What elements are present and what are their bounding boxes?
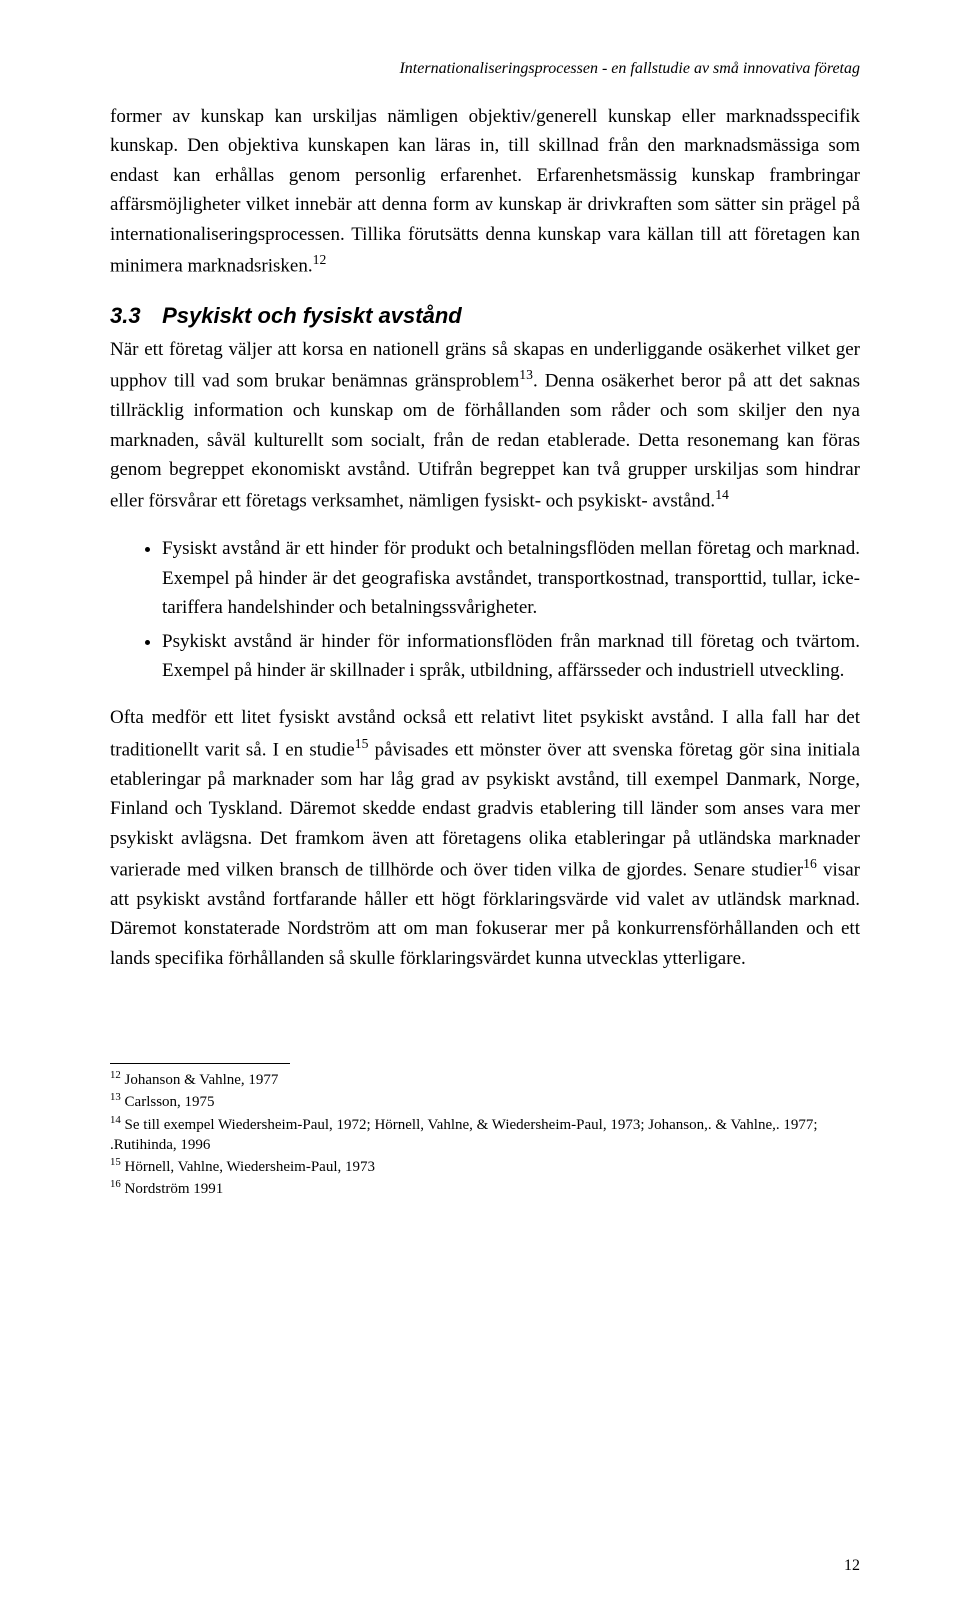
running-header: Internationaliseringsprocessen - en fall… xyxy=(110,60,860,78)
section-title: Psykiskt och fysiskt avstånd xyxy=(162,303,462,328)
section-heading: 3.3 Psykiskt och fysiskt avstånd xyxy=(110,303,860,329)
page: Internationaliseringsprocessen - en fall… xyxy=(0,0,960,1613)
paragraph-3b: påvisades ett mönster över att svenska f… xyxy=(110,739,860,880)
footnote-ref-13: 13 xyxy=(519,367,533,382)
bullet-list: Fysiskt avstånd är ett hinder för produk… xyxy=(110,534,860,685)
footnote-num: 16 xyxy=(110,1178,121,1190)
paragraph-3: Ofta medför ett litet fysiskt avstånd oc… xyxy=(110,703,860,973)
paragraph-1: former av kunskap kan urskiljas nämligen… xyxy=(110,102,860,281)
footnote-ref-14: 14 xyxy=(715,487,729,502)
footnote-text: Carlsson, 1975 xyxy=(121,1094,215,1110)
footnote: 16 Nordström 1991 xyxy=(110,1177,860,1199)
footnote: 12 Johanson & Vahlne, 1977 xyxy=(110,1068,860,1090)
list-item: Fysiskt avstånd är ett hinder för produk… xyxy=(162,534,860,622)
footnote-text: Se till exempel Wiedersheim-Paul, 1972; … xyxy=(110,1117,818,1153)
footnote-num: 13 xyxy=(110,1091,121,1103)
footnote: 15 Hörnell, Vahlne, Wiedersheim-Paul, 19… xyxy=(110,1155,860,1177)
paragraph-1-text: former av kunskap kan urskiljas nämligen… xyxy=(110,106,860,277)
footnote-text: Johanson & Vahlne, 1977 xyxy=(121,1072,279,1088)
list-item: Psykiskt avstånd är hinder för informati… xyxy=(162,627,860,686)
section-number: 3.3 xyxy=(110,303,156,329)
footnote-text: Hörnell, Vahlne, Wiedersheim-Paul, 1973 xyxy=(121,1159,375,1175)
footnote-num: 12 xyxy=(110,1069,121,1081)
footnote-num: 15 xyxy=(110,1156,121,1168)
footnote-ref-16: 16 xyxy=(803,856,817,871)
footnote: 14 Se till exempel Wiedersheim-Paul, 197… xyxy=(110,1113,860,1156)
footnote: 13 Carlsson, 1975 xyxy=(110,1090,860,1112)
footnote-rule xyxy=(110,1063,290,1064)
footnote-ref-15: 15 xyxy=(355,736,369,751)
footnotes: 12 Johanson & Vahlne, 1977 13 Carlsson, … xyxy=(110,1068,860,1200)
page-number: 12 xyxy=(844,1557,860,1575)
footnote-text: Nordström 1991 xyxy=(121,1181,224,1197)
footnote-ref-12: 12 xyxy=(313,252,327,267)
paragraph-2: När ett företag väljer att korsa en nati… xyxy=(110,335,860,516)
footnote-num: 14 xyxy=(110,1114,121,1126)
